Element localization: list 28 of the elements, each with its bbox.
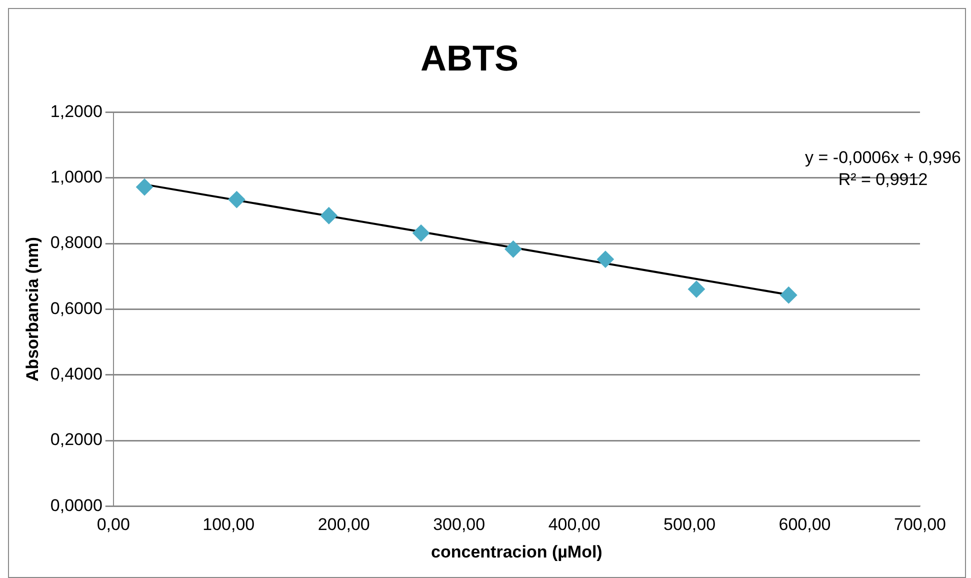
y-tick-label: 1,0000	[50, 168, 102, 187]
annotation: R² = 0,9912	[837, 169, 929, 191]
y-tick-label: 1,2000	[50, 102, 102, 121]
x-tick-label: 600,00	[778, 515, 831, 534]
point	[780, 286, 798, 304]
point	[320, 207, 338, 224]
x-tick-label: 700,00	[894, 515, 946, 534]
y-tick-label: 0,6000	[50, 298, 102, 318]
point	[688, 280, 705, 298]
x-tick-label: 400,00	[548, 515, 600, 534]
y-tick-label: 0,2000	[50, 430, 102, 450]
point	[228, 191, 246, 208]
x-tick-label: 300,00	[433, 515, 486, 534]
x-tick-label: 0,00	[96, 515, 130, 534]
x-axis-title: concentracion (µMol)	[431, 542, 602, 562]
y-tick-label: 0,0000	[50, 496, 102, 515]
point	[504, 240, 522, 258]
chart-title: ABTS	[420, 38, 518, 79]
annotation: y = -0,0006x + 0,996	[805, 147, 961, 169]
y-tick-label: 0,8000	[50, 233, 102, 252]
y-tick-label: 0,4000	[50, 364, 102, 384]
y-axis-title: Absorbancia (nm)	[22, 236, 42, 382]
point	[412, 224, 430, 242]
x-tick-label: 500,00	[664, 515, 716, 534]
x-tick-label: 100,00	[202, 515, 255, 534]
x-tick-label: 200,00	[318, 515, 370, 534]
point	[136, 178, 154, 196]
point	[596, 250, 614, 268]
